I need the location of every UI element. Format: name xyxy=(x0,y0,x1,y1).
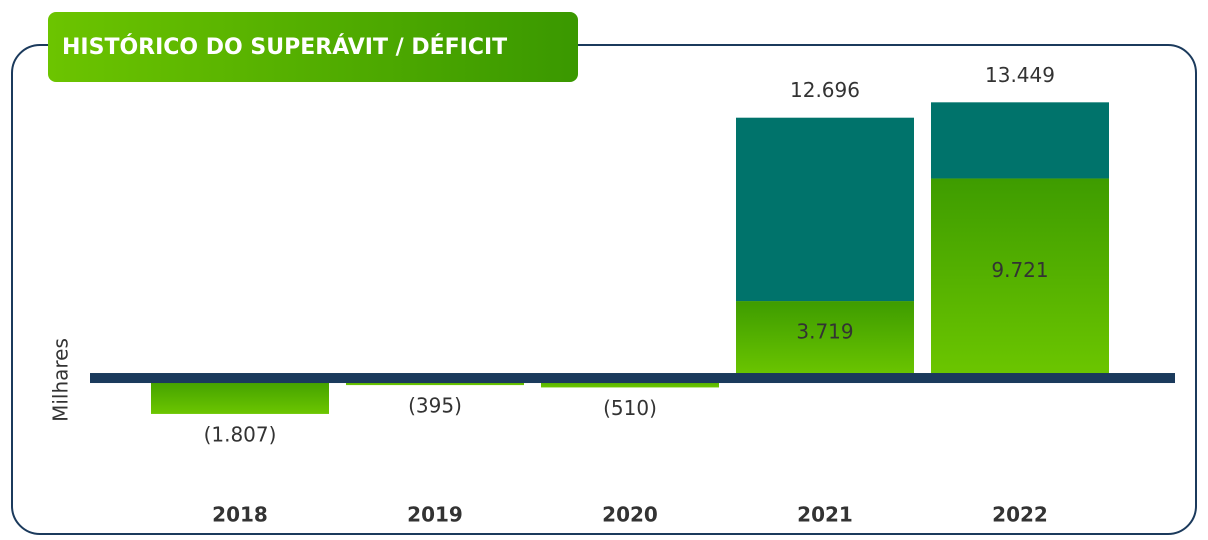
data-label: (1.807) xyxy=(204,422,277,446)
bar xyxy=(931,102,1109,179)
y-axis-label: Milhares xyxy=(49,338,73,422)
x-tick-label: 2018 xyxy=(212,503,268,527)
total-label: 12.696 xyxy=(790,78,860,102)
x-tick-label: 2021 xyxy=(797,503,853,527)
baseline xyxy=(90,373,1175,384)
data-label: (395) xyxy=(408,394,462,418)
x-tick-label: 2019 xyxy=(407,503,463,527)
data-label: 9.721 xyxy=(991,258,1048,282)
total-label: 13.449 xyxy=(985,63,1055,87)
bar xyxy=(736,117,914,302)
bar xyxy=(151,377,329,414)
data-label: (510) xyxy=(603,396,657,420)
data-label: 3.719 xyxy=(796,320,853,344)
frame xyxy=(11,44,1197,535)
title-box xyxy=(48,12,578,82)
bar xyxy=(736,301,914,378)
x-tick-label: 2020 xyxy=(602,503,658,527)
chart-title: HISTÓRICO DO SUPERÁVIT / DÉFICIT xyxy=(62,34,507,60)
bar xyxy=(931,178,1109,378)
x-tick-label: 2022 xyxy=(992,503,1048,527)
